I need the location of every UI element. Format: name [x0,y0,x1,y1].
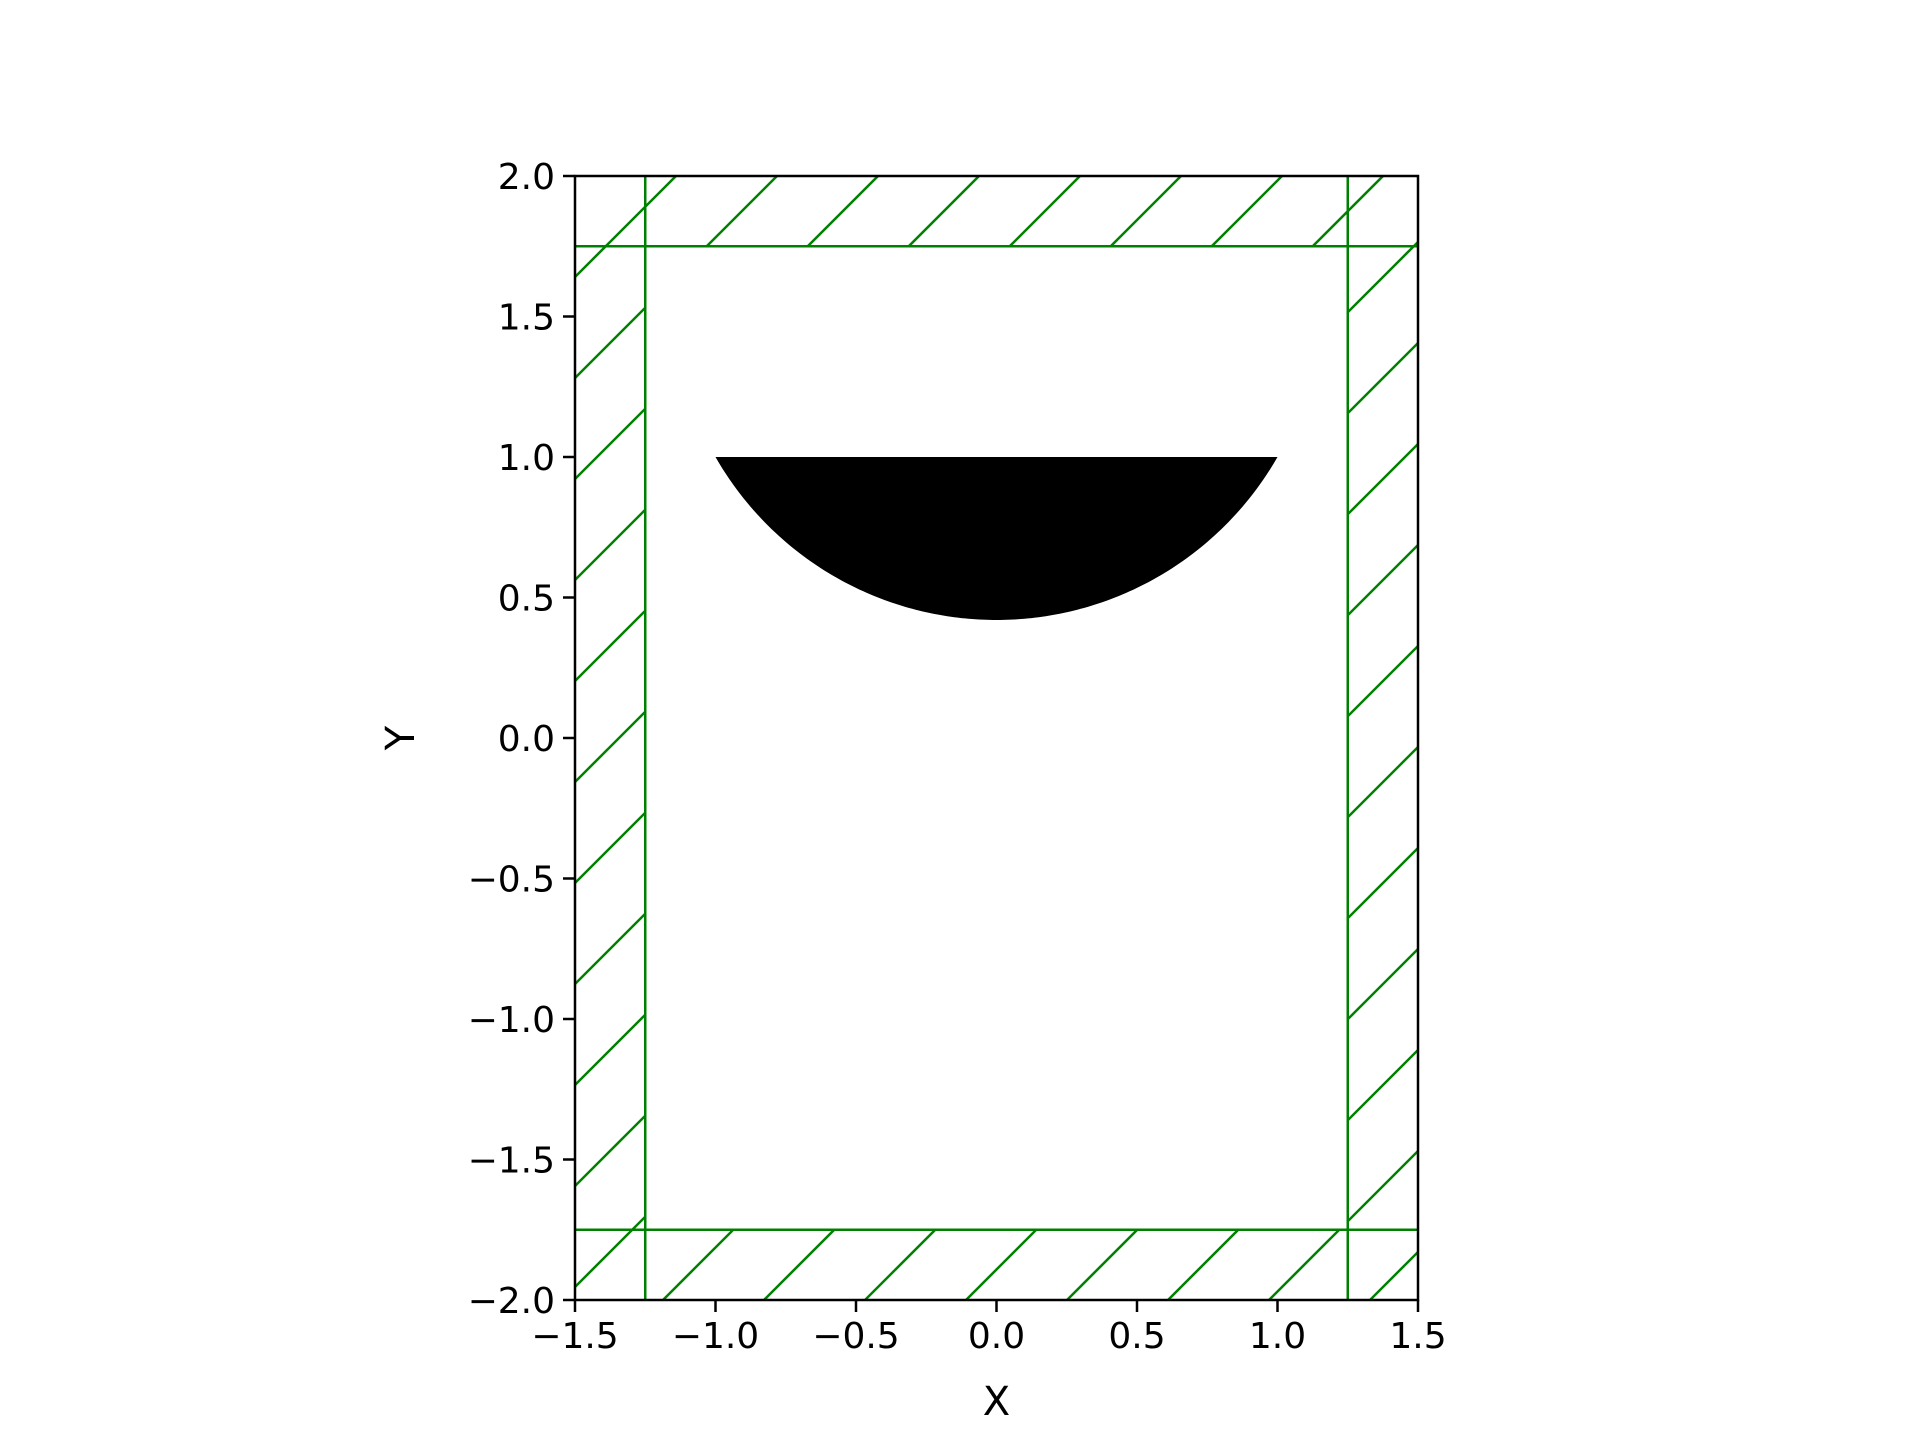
y-tick-label: 2.0 [498,157,555,198]
shape-layer [715,457,1278,620]
x-axis-label: X [983,1379,1010,1425]
hatch-line [575,176,1418,1300]
x-tick-label: −1.0 [672,1316,759,1357]
y-tick-label: 1.0 [498,438,555,479]
x-tick-label: 1.5 [1389,1316,1446,1357]
x-tick-label: −1.5 [531,1316,618,1357]
x-tick-label: 0.0 [968,1316,1025,1357]
y-tick-label: −1.5 [468,1141,555,1182]
y-tick-label: −1.0 [468,1000,555,1041]
y-tick-label: 0.0 [498,719,555,760]
x-tick-label: −0.5 [812,1316,899,1357]
y-axis: −2.0 −1.5 −1.0 −0.5 0.0 0.5 1.0 1.5 2.0 [468,157,575,1322]
y-tick-label: −2.0 [468,1281,555,1322]
x-tick-label: 0.5 [1108,1316,1165,1357]
hatch-line [1066,176,1418,1300]
y-axis-label: Y [378,725,424,751]
circular-segment-shape [715,457,1278,620]
y-tick-label: 1.5 [498,298,555,339]
y-tick-label: 0.5 [498,579,555,620]
x-axis: −1.5 −1.0 −0.5 0.0 0.5 1.0 1.5 [531,1300,1447,1357]
y-tick-label: −0.5 [468,860,555,901]
x-tick-label: 1.0 [1249,1316,1306,1357]
